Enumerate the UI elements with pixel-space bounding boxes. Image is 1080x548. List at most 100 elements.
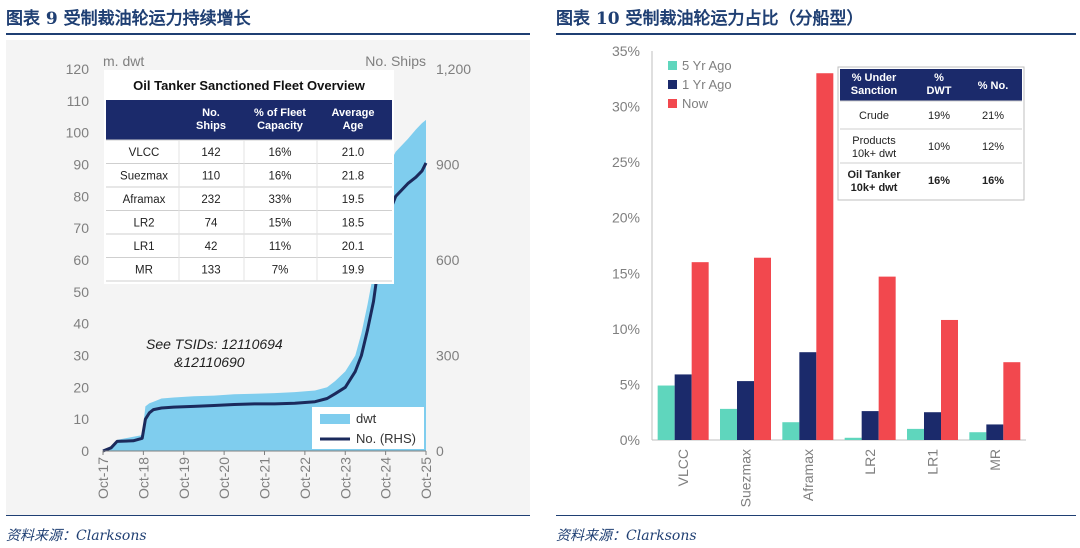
left-y-tick-label: 120 [66, 61, 90, 77]
inset-table-cell: 19.9 [342, 265, 364, 277]
legend-swatch-dwt [320, 414, 350, 424]
inset-table-row-label: Suezmax [120, 171, 168, 183]
inset-table-header: % of Fleet Capacity [254, 107, 306, 132]
x-category-label: Aframax [800, 449, 816, 501]
x-tick-label: Oct-19 [176, 457, 192, 499]
inset-table-cell: 133 [201, 265, 220, 277]
right-chart: 0% 5% 10% 15% 20% 25% 30% 35% VLCC Suezmax Aframax… [612, 43, 1026, 507]
legend-label: Now [682, 96, 709, 111]
right-chart-panel: 0% 5% 10% 15% 20% 25% 30% 35% VLCC Suezmax Aframax… [556, 40, 1076, 515]
bar-5-yr-ago [720, 408, 737, 440]
x-category-label: LR2 [862, 449, 878, 475]
right-y-tick-label: 1,200 [436, 61, 471, 77]
left-y-tick-label: 110 [67, 93, 90, 109]
right-y-tick-label: 600 [436, 252, 460, 268]
inset-table-row-label: VLCC [129, 147, 160, 159]
left-chart: m. dwt No. Ships 0 10 20 30 40 50 60 70 80 90 100 110… [66, 53, 472, 499]
inset-table-row-label: Oil Tanker 10k+ dwt [848, 169, 902, 194]
x-tick-label: Oct-21 [257, 457, 273, 499]
x-tick-label: Oct-18 [135, 457, 151, 499]
inset-table-cell: 20.1 [342, 241, 364, 253]
bar-now [878, 276, 896, 440]
bar-now [1003, 362, 1021, 440]
inset-table-cell: 11% [269, 241, 291, 253]
left-y-tick-label: 0 [81, 443, 89, 459]
inset-table-cell: 74 [205, 218, 218, 230]
bar-5-yr-ago [969, 432, 987, 440]
left-y-tick-label: 90 [73, 157, 89, 173]
inset-table-cell: 110 [202, 171, 220, 183]
left-y-tick-label: 70 [73, 220, 89, 236]
left-y-tick-label: 50 [73, 284, 89, 300]
legend-label-ships: No. (RHS) [356, 431, 416, 446]
right-axis-label: No. Ships [365, 53, 426, 69]
inset-table-row-label: MR [135, 265, 153, 277]
y-tick-label: 20% [612, 210, 640, 226]
left-y-tick-label: 20 [73, 379, 89, 395]
inset-table-row-label: Products 10k+ dwt [852, 135, 896, 160]
inset-table-cell: 42 [205, 241, 218, 253]
inset-table-header: % Under Sanction [851, 72, 898, 97]
legend-label-dwt: dwt [356, 411, 377, 426]
x-tick-label: Oct-25 [418, 457, 434, 499]
inset-table-cell: 21% [982, 110, 1004, 122]
inset-table-cell: 16% [928, 175, 950, 187]
inset-table-row-label: Aframax [123, 194, 166, 206]
left-y-tick-label: 80 [73, 188, 89, 204]
inset-table-row-label: LR2 [133, 218, 154, 230]
bar-5-yr-ago [844, 437, 862, 440]
inset-table-header: % No. [978, 80, 1009, 92]
right-y-tick-label: 900 [436, 157, 460, 173]
x-tick-label: Oct-23 [337, 457, 353, 499]
legend-label: 5 Yr Ago [682, 58, 732, 73]
inset-table-header-bg [840, 69, 1022, 101]
bar-1-yr-ago [924, 412, 941, 440]
bar-1-yr-ago [861, 411, 879, 440]
inset-table-cell: 7% [272, 265, 289, 277]
inset-table-cell: 16% [982, 175, 1004, 187]
y-tick-label: 25% [612, 154, 640, 170]
left-source: 资料来源：Clarksons [6, 528, 147, 544]
inset-table-cell: 21.0 [342, 147, 364, 159]
inset-table-cell: 15% [268, 218, 291, 230]
legend-label: 1 Yr Ago [682, 77, 732, 92]
inset-table-cell: 18.5 [342, 218, 364, 230]
left-title-rule [6, 33, 530, 35]
left-y-tick-label: 60 [73, 252, 89, 268]
legend-swatch [668, 61, 677, 70]
bar-now [816, 73, 834, 440]
left-chart-panel: m. dwt No. Ships 0 10 20 30 40 50 60 70 80 90 100 110… [6, 40, 530, 515]
inset-table-title: Oil Tanker Sanctioned Fleet Overview [133, 78, 366, 93]
inset-table-cell: 19.5 [342, 194, 364, 206]
inset-table-cell: 12% [982, 141, 1004, 153]
x-tick-label: Oct-24 [378, 457, 394, 499]
x-category-label: LR1 [925, 449, 941, 475]
left-figure-title: 图表 9 受制裁油轮运力持续增长 [6, 9, 251, 29]
x-category-label: VLCC [675, 449, 691, 486]
left-y-tick-label: 100 [66, 125, 90, 141]
right-y-tick-label: 0 [436, 443, 444, 459]
right-bottom-rule [556, 515, 1076, 516]
inset-table-cell: 10% [928, 141, 950, 153]
right-figure-title: 图表 10 受制裁油轮运力占比（分船型） [556, 9, 864, 29]
x-tick-label: Oct-22 [297, 457, 313, 499]
y-tick-label: 5% [620, 376, 640, 392]
inset-table-row-label: Crude [859, 110, 889, 122]
left-y-tick-label: 10 [73, 411, 89, 427]
inset-table-header: % DWT [926, 72, 951, 97]
inset-table-header: Average Age [331, 107, 374, 132]
bar-5-yr-ago [907, 428, 924, 440]
bar-5-yr-ago [657, 385, 675, 440]
tsid-annotation: See TSIDs: 12110694 &12110690 [146, 336, 283, 370]
inset-table-header: No. Ships [196, 107, 226, 132]
inset-table-cell: 142 [201, 147, 220, 159]
bar-now [754, 257, 771, 440]
inset-table-cell: 16% [268, 171, 291, 183]
bar-now [941, 319, 958, 440]
y-tick-label: 10% [612, 321, 640, 337]
x-category-label: MR [987, 449, 1003, 471]
inset-table-header-bg [106, 100, 392, 140]
x-tick-label: Oct-17 [95, 457, 111, 499]
legend-swatch [668, 99, 677, 108]
inset-table-cell: 33% [268, 194, 291, 206]
